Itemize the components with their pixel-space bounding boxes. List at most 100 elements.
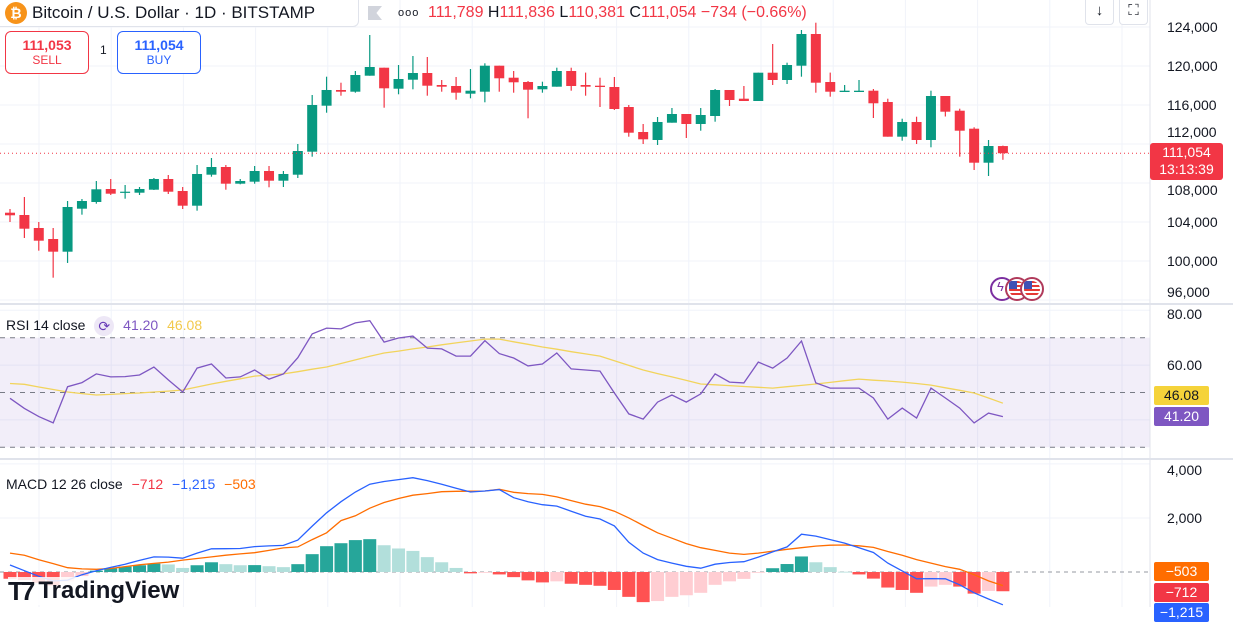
- candle: [623, 105, 634, 137]
- rsi-ma-badge: 46.08: [1154, 386, 1209, 405]
- histogram-bar: [967, 572, 981, 594]
- histogram-bar: [924, 572, 938, 587]
- rsi-tick-label: 60.00: [1167, 357, 1203, 374]
- candle-body: [825, 81, 836, 92]
- us-flag-icon[interactable]: [1020, 277, 1044, 301]
- candle: [638, 123, 649, 144]
- histogram-bar: [118, 566, 132, 572]
- candle-body: [206, 167, 217, 175]
- macd-tick-label: 4,000: [1167, 462, 1203, 478]
- candle: [954, 108, 965, 157]
- candle: [969, 127, 980, 170]
- histogram-bar: [708, 572, 722, 585]
- symbol-legend[interactable]: [0, 0, 359, 27]
- candle-body: [551, 71, 562, 87]
- candle-body: [724, 89, 735, 100]
- candle: [249, 165, 260, 184]
- candle: [148, 177, 159, 191]
- candle-body: [278, 173, 289, 181]
- fullscreen-button[interactable]: ⛶: [1119, 0, 1148, 25]
- macd-line-value: −1,215: [172, 476, 216, 492]
- candle-body: [479, 65, 490, 92]
- high-value: 111,836: [499, 4, 555, 21]
- close-label: C: [629, 4, 641, 21]
- tradingview-logo[interactable]: T7 TradingView: [8, 576, 184, 606]
- scroll-to-latest-button[interactable]: ↓: [1085, 0, 1114, 25]
- histogram-bar: [478, 572, 492, 573]
- histogram-bar: [780, 564, 794, 572]
- candle-body: [494, 65, 505, 79]
- buy-button[interactable]: 111,054 BUY: [117, 31, 201, 74]
- histogram-bar: [348, 540, 362, 572]
- flag-icon[interactable]: [368, 6, 382, 20]
- price-tick-label: 112,000: [1167, 124, 1217, 140]
- histogram-bar: [809, 562, 823, 572]
- candle-body: [134, 188, 145, 193]
- candle-body: [192, 173, 203, 206]
- candle: [925, 90, 936, 148]
- candle-body: [810, 34, 821, 83]
- macd-signal-value: −503: [224, 476, 256, 492]
- candle-body: [321, 89, 332, 106]
- buy-price: 111,054: [134, 37, 184, 53]
- candle: [62, 200, 73, 263]
- histogram-bar: [866, 572, 880, 579]
- economic-events[interactable]: ϟ: [990, 277, 1050, 303]
- histogram-bar: [233, 565, 247, 572]
- low-value: 110,381: [568, 4, 625, 21]
- sell-button[interactable]: 111,053 SELL: [5, 31, 89, 74]
- quantity-value[interactable]: 1: [100, 43, 107, 57]
- candle: [177, 186, 188, 209]
- histogram-bar: [406, 550, 420, 572]
- candle: [206, 157, 217, 177]
- rsi-legend[interactable]: RSI 14 close ⟳ 41.20 46.08: [6, 316, 207, 337]
- histogram-bar: [838, 571, 852, 573]
- more-options-icon[interactable]: ooo: [398, 7, 420, 19]
- rsi-label: RSI 14 close: [6, 317, 86, 333]
- bitcoin-icon: ₿: [5, 2, 27, 24]
- candle: [681, 113, 692, 138]
- histogram-bar: [61, 572, 75, 582]
- low-label: L: [559, 4, 569, 21]
- rsi-value: 41.20: [123, 317, 159, 333]
- candle-body: [5, 212, 15, 216]
- candle: [609, 76, 620, 111]
- histogram-bar: [262, 566, 276, 572]
- tradingview-logo-text: TradingView: [38, 577, 180, 604]
- histogram-bar: [723, 572, 736, 582]
- histogram-bar: [204, 562, 218, 572]
- candle-body: [681, 113, 692, 124]
- candle-body: [954, 110, 965, 131]
- chart-canvas[interactable]: [0, 0, 1233, 607]
- candle: [307, 94, 318, 157]
- candle: [523, 80, 534, 119]
- price-tick-label: 96,000: [1167, 284, 1210, 300]
- refresh-icon[interactable]: ⟳: [94, 316, 115, 337]
- candle: [911, 116, 922, 144]
- candle: [753, 72, 764, 102]
- histogram-bar: [521, 572, 535, 581]
- histogram-bar: [564, 572, 578, 584]
- sell-price: 111,053: [22, 37, 72, 53]
- symbol-title[interactable]: Bitcoin / U.S. Dollar · 1D · BITSTAMP: [32, 3, 316, 22]
- candle: [825, 72, 836, 97]
- candle-body: [292, 151, 303, 175]
- candle-body: [364, 67, 375, 76]
- histogram-bar: [492, 572, 506, 575]
- candle: [695, 107, 706, 131]
- macd-label: MACD 12 26 close: [6, 476, 123, 492]
- candle-body: [148, 178, 159, 190]
- candle: [580, 72, 591, 96]
- histogram-bar: [910, 572, 924, 593]
- histogram-bar: [881, 572, 895, 588]
- candle-body: [796, 34, 807, 66]
- macd-legend[interactable]: MACD 12 26 close −712 −1,215 −503: [6, 475, 261, 493]
- candle-body: [220, 167, 231, 184]
- histogram-bar: [3, 572, 17, 579]
- candle: [724, 89, 735, 106]
- candle: [379, 67, 390, 108]
- histogram-bar: [392, 548, 406, 572]
- candle-body: [120, 191, 131, 193]
- candle-body: [666, 113, 677, 123]
- candle-body: [422, 73, 433, 86]
